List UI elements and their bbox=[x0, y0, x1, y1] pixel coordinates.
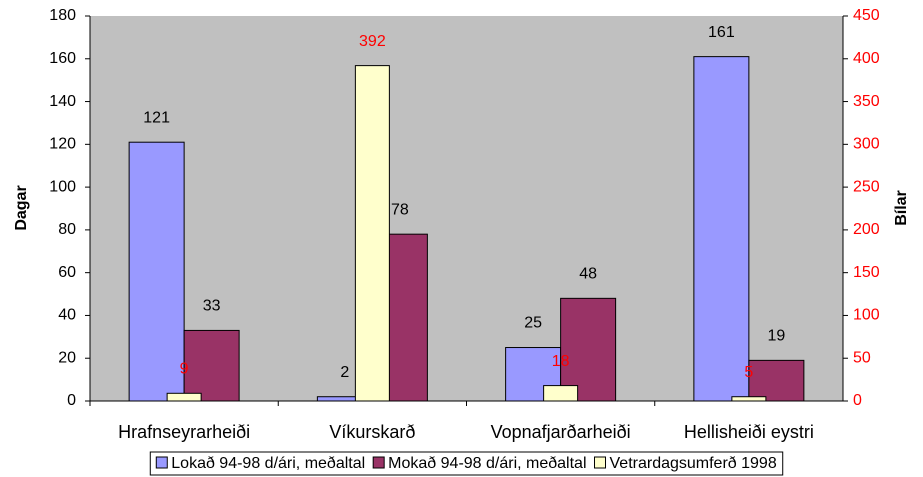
data-label: 19 bbox=[767, 328, 785, 345]
y2-tick-label: 200 bbox=[853, 221, 880, 238]
y2-tick-label: 300 bbox=[853, 136, 880, 153]
legend-label: Lokað 94-98 d/ári, meðaltal bbox=[171, 455, 365, 472]
data-label: 18 bbox=[552, 353, 570, 370]
y-tick-label: 140 bbox=[49, 93, 76, 110]
y2-tick-label: 150 bbox=[853, 264, 880, 281]
y2-axis-label: Bílar bbox=[893, 190, 910, 226]
data-label: 33 bbox=[203, 298, 221, 315]
data-label: 48 bbox=[579, 266, 597, 283]
y-tick-label: 120 bbox=[49, 136, 76, 153]
y2-tick-label: 0 bbox=[853, 392, 862, 409]
bar bbox=[183, 329, 240, 402]
bar bbox=[128, 141, 185, 402]
data-label: 2 bbox=[340, 364, 349, 381]
y-tick-label: 160 bbox=[49, 50, 76, 67]
data-label: 392 bbox=[359, 33, 386, 50]
bar bbox=[166, 392, 202, 402]
y-tick-label: 40 bbox=[58, 307, 76, 324]
legend-swatch bbox=[594, 456, 607, 469]
bar bbox=[731, 396, 767, 402]
data-label: 161 bbox=[708, 24, 735, 41]
y-tick-label: 80 bbox=[58, 221, 76, 238]
data-label: 5 bbox=[744, 364, 753, 381]
bar bbox=[748, 359, 805, 402]
y-tick-label: 60 bbox=[58, 264, 76, 281]
y2-tick-label: 100 bbox=[853, 307, 880, 324]
y-tick-label: 100 bbox=[49, 178, 76, 195]
legend: Lokað 94-98 d/ári, meðaltal Mokað 94-98 d… bbox=[149, 451, 784, 476]
bar bbox=[543, 385, 579, 402]
legend-swatch bbox=[372, 456, 385, 469]
data-label: 121 bbox=[143, 109, 170, 126]
y2-tick-label: 400 bbox=[853, 50, 880, 67]
legend-box bbox=[149, 451, 784, 476]
y2-tick-label: 350 bbox=[853, 93, 880, 110]
bar bbox=[354, 65, 390, 402]
x-tick-label: Hellisheiði eystri bbox=[684, 422, 814, 442]
y-tick-label: 20 bbox=[58, 349, 76, 366]
data-label: 9 bbox=[180, 361, 189, 378]
data-label: 25 bbox=[524, 315, 542, 332]
x-tick-label: Vopnafjarðarheiði bbox=[491, 422, 631, 442]
legend-swatch bbox=[155, 456, 168, 469]
y-tick-label: 180 bbox=[49, 7, 76, 24]
x-tick-label: Víkurskarð bbox=[329, 422, 415, 442]
legend-label: Mokað 94-98 d/ári, meðaltal bbox=[388, 455, 586, 472]
legend-label: Vetrardagsumferð 1998 bbox=[610, 455, 777, 472]
y-tick-label: 0 bbox=[67, 392, 76, 409]
y-axis-label: Dagar bbox=[13, 185, 30, 230]
x-tick-label: Hrafnseyrarheiði bbox=[118, 422, 250, 442]
y2-tick-label: 250 bbox=[853, 178, 880, 195]
bar bbox=[693, 56, 750, 402]
y2-tick-label: 450 bbox=[853, 7, 880, 24]
data-label: 78 bbox=[391, 201, 409, 218]
bar bbox=[560, 297, 617, 402]
y2-tick-label: 50 bbox=[853, 349, 871, 366]
